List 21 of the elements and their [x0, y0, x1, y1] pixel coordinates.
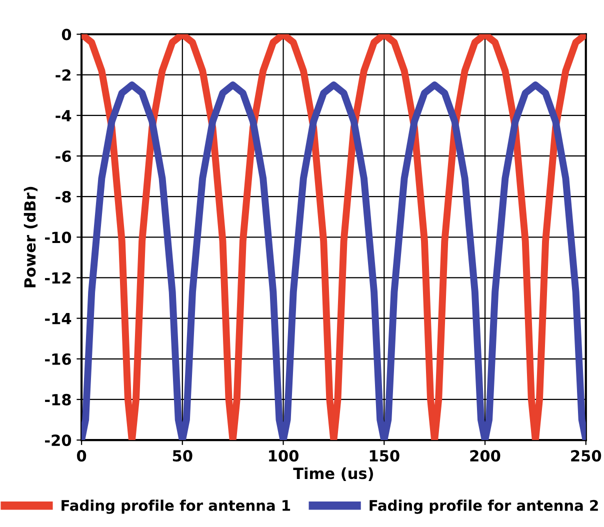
y-tick-label: -6 [56, 150, 71, 162]
legend-label: Fading profile for antenna 1 [62, 500, 290, 514]
x-tick-label: 50 [172, 450, 192, 462]
y-tick-label: -8 [56, 191, 71, 203]
y-tick-label: -14 [45, 312, 72, 324]
x-tick-label: 250 [571, 450, 602, 462]
legend-label: Fading profile for antenna 2 [370, 500, 598, 514]
y-tick-label: -20 [45, 434, 72, 446]
y-tick-label: -16 [45, 353, 71, 365]
y-tick-label: -4 [56, 110, 72, 122]
y-tick-label: -2 [56, 69, 70, 81]
y-tick-label: -18 [45, 394, 71, 406]
x-tick-label: 150 [370, 450, 400, 462]
y-tick-label: -12 [45, 272, 70, 284]
x-tick-label: 100 [269, 450, 298, 462]
y-axis-title: Power (dBr) [24, 186, 38, 288]
x-tick-label: 0 [76, 450, 86, 462]
x-axis-title: Time (us) [293, 467, 373, 481]
y-tick-label: -10 [45, 232, 72, 244]
x-tick-label: 200 [470, 450, 500, 462]
y-tick-label: 0 [62, 28, 72, 40]
